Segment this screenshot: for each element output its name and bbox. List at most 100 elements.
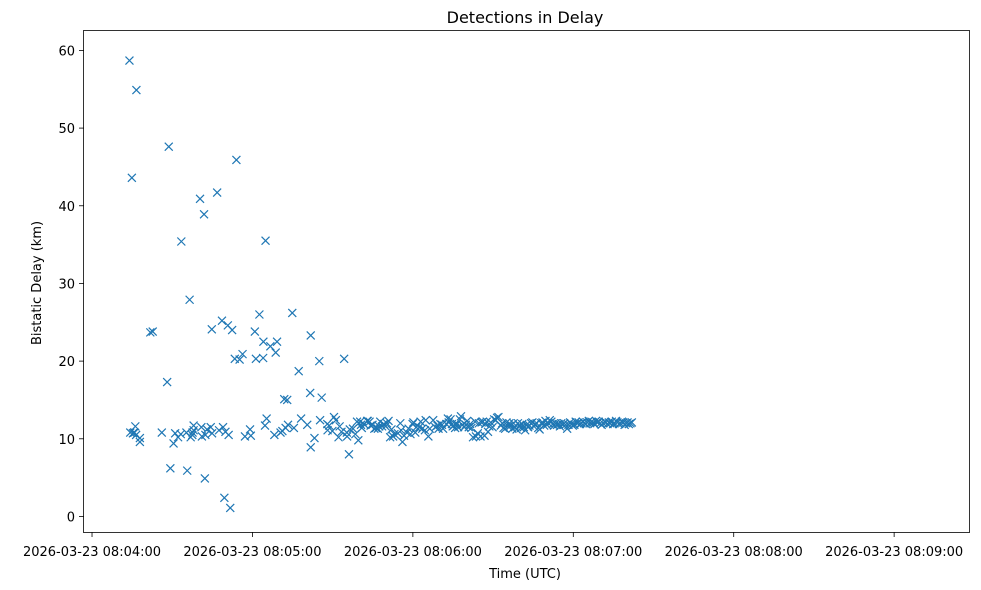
data-point	[269, 430, 279, 440]
y-ticks: 0 10 20 30 40 50 60	[58, 44, 84, 525]
data-point	[480, 419, 490, 429]
chart-title: Detections in Delay	[447, 8, 604, 27]
data-point	[466, 423, 476, 433]
data-point	[164, 142, 174, 152]
data-point	[287, 308, 297, 318]
data-point	[306, 442, 316, 452]
data-point	[207, 428, 217, 438]
y-tick-label: 20	[58, 355, 75, 370]
data-point	[212, 188, 222, 197]
data-point	[352, 417, 362, 427]
data-point	[262, 414, 272, 424]
data-point	[408, 418, 418, 427]
data-point	[169, 439, 178, 448]
data-point	[282, 395, 292, 405]
data-point	[283, 420, 293, 430]
data-point	[388, 432, 398, 441]
data-point	[423, 432, 433, 441]
data-point	[411, 422, 421, 432]
data-point	[218, 422, 228, 432]
data-point	[381, 421, 391, 431]
data-point	[189, 421, 199, 431]
data-point	[395, 418, 405, 428]
data-point	[219, 493, 229, 503]
data-point	[235, 355, 245, 364]
x-tick-label: 2026-03-23 08:09:00	[825, 545, 963, 560]
data-point	[271, 348, 281, 357]
data-point	[254, 310, 264, 319]
data-point	[504, 418, 514, 428]
data-point	[289, 423, 299, 433]
data-point	[251, 354, 261, 364]
data-point	[417, 424, 427, 434]
x-ticks: 2026-03-23 08:04:00 2026-03-23 08:05:00 20…	[23, 532, 963, 560]
data-point	[225, 503, 235, 513]
y-tick-label: 50	[58, 122, 75, 137]
data-point	[344, 449, 354, 459]
data-point	[135, 433, 145, 443]
x-tick-label: 2026-03-23 08:05:00	[183, 545, 321, 560]
y-tick-label: 40	[58, 200, 75, 215]
data-point	[387, 425, 396, 434]
data-point	[356, 420, 366, 430]
data-point	[224, 430, 234, 440]
data-point	[200, 430, 210, 440]
data-point	[272, 337, 282, 347]
data-point	[246, 431, 256, 441]
data-point	[334, 432, 343, 442]
data-point	[125, 428, 135, 438]
data-point	[310, 433, 319, 443]
data-point	[258, 337, 268, 347]
points-layer	[125, 56, 637, 513]
data-point	[294, 366, 304, 376]
data-point	[456, 411, 466, 421]
data-point	[148, 327, 158, 337]
data-point	[207, 324, 217, 334]
plot-frame	[83, 30, 970, 533]
data-point	[265, 341, 275, 351]
data-point	[127, 173, 137, 183]
data-point	[196, 422, 206, 432]
y-tick-label: 60	[58, 44, 75, 59]
data-point	[396, 425, 406, 435]
data-point	[317, 393, 327, 403]
y-tick-label: 0	[67, 510, 75, 525]
data-point	[342, 432, 352, 441]
data-point	[176, 237, 186, 246]
data-point	[420, 425, 430, 435]
data-point	[238, 349, 247, 359]
data-point	[384, 416, 393, 426]
y-tick-label: 10	[58, 433, 75, 448]
data-point	[416, 417, 426, 427]
data-point	[200, 473, 210, 483]
data-point	[373, 424, 383, 434]
data-point	[130, 421, 140, 431]
data-point	[363, 416, 373, 426]
data-point	[131, 85, 141, 95]
x-tick-label: 2026-03-23 08:04:00	[23, 545, 161, 560]
data-point	[421, 415, 431, 425]
data-point	[339, 354, 349, 364]
data-point	[468, 432, 478, 442]
data-point	[331, 415, 341, 425]
data-point	[306, 331, 316, 340]
data-point	[165, 463, 175, 473]
data-point	[182, 466, 192, 476]
data-point	[258, 353, 268, 363]
data-point	[145, 327, 155, 337]
data-point	[627, 418, 637, 427]
data-point	[353, 435, 363, 445]
data-point	[464, 422, 474, 432]
data-point	[125, 56, 134, 65]
data-point	[279, 394, 289, 404]
data-point	[335, 421, 345, 431]
data-point	[157, 428, 167, 438]
data-point	[425, 424, 435, 434]
data-point	[314, 356, 324, 366]
data-point	[324, 421, 334, 431]
data-point	[348, 424, 358, 434]
data-point	[389, 429, 399, 439]
data-point	[188, 428, 197, 438]
